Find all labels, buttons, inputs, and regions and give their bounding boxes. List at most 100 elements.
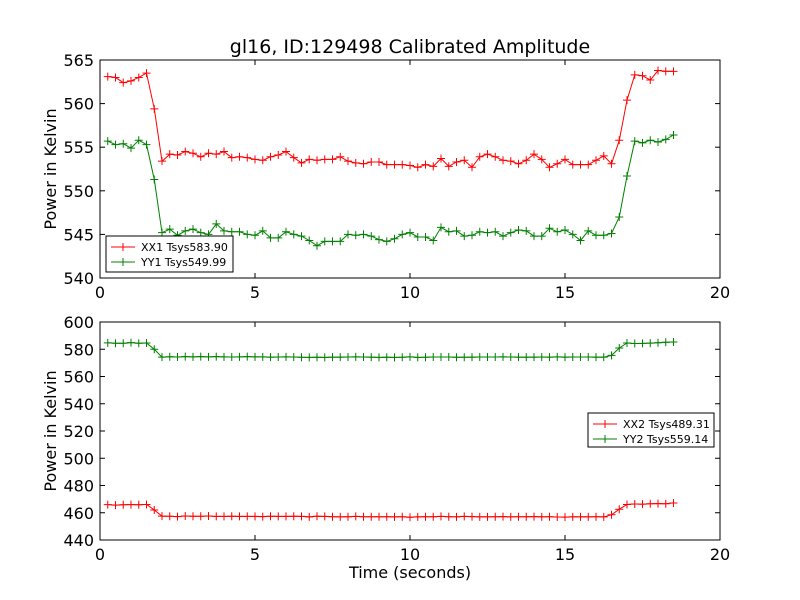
data-point (127, 76, 135, 85)
data-point (289, 230, 298, 239)
data-point (313, 512, 321, 521)
data-point (313, 156, 321, 165)
data-point (313, 241, 321, 250)
data-point (460, 353, 469, 362)
data-point (421, 353, 430, 362)
data-point (491, 512, 500, 521)
data-point (382, 512, 391, 521)
data-point (522, 512, 531, 521)
data-point (297, 353, 306, 362)
data-point (607, 229, 616, 238)
data-point (561, 226, 569, 235)
x-tick-label: 10 (400, 545, 420, 564)
data-point (460, 232, 469, 241)
data-point (382, 353, 391, 362)
data-point (111, 339, 120, 348)
data-point (243, 230, 252, 239)
data-point (545, 512, 554, 521)
data-point (336, 152, 345, 161)
data-point (646, 339, 655, 348)
data-point (499, 352, 507, 361)
data-point (297, 232, 306, 241)
data-point (475, 152, 484, 161)
data-point (413, 233, 422, 242)
series-1 (103, 66, 678, 172)
data-point (274, 151, 283, 160)
data-point (196, 512, 205, 521)
data-point (150, 175, 159, 184)
data-point (522, 353, 531, 362)
data-point (568, 230, 577, 239)
data-point (661, 499, 670, 508)
data-point (165, 150, 174, 159)
data-point (491, 152, 500, 161)
data-point (251, 512, 259, 521)
data-point (514, 512, 523, 521)
data-point (452, 353, 461, 362)
data-point (305, 512, 314, 521)
data-point (282, 147, 290, 156)
data-point (506, 353, 515, 362)
data-point (351, 352, 360, 361)
data-point (359, 353, 368, 362)
data-point (158, 228, 166, 237)
data-point (460, 512, 469, 521)
legend-label: XX1 Tsys583.90 (141, 241, 228, 254)
data-point (204, 149, 213, 158)
data-point (553, 227, 562, 236)
data-point (351, 512, 360, 521)
data-point (344, 157, 352, 166)
data-point (181, 352, 190, 361)
data-point (615, 505, 624, 514)
data-point (134, 339, 143, 348)
data-point (654, 137, 662, 146)
y-tick-label: 565 (63, 51, 94, 70)
data-point (367, 353, 376, 362)
data-point (452, 512, 461, 521)
data-point (127, 338, 135, 347)
data-point (119, 139, 128, 148)
data-point (429, 353, 438, 362)
data-point (297, 512, 306, 521)
y-tick-label: 550 (63, 182, 94, 201)
data-point (127, 500, 135, 509)
data-point (158, 512, 166, 521)
data-point (165, 512, 174, 521)
legend: XX2 Tsys489.31 YY2 Tsys559.14 (587, 412, 715, 448)
legend: XX1 Tsys583.90 YY1 Tsys549.99 (105, 235, 234, 273)
data-point (553, 512, 562, 521)
data-point (243, 153, 252, 162)
data-point (258, 156, 267, 165)
data-point (251, 352, 259, 361)
data-point (444, 353, 453, 362)
data-point (638, 71, 647, 80)
data-point (413, 163, 422, 172)
data-point (669, 338, 678, 347)
data-point (313, 353, 321, 362)
data-point (150, 345, 159, 354)
data-point (173, 512, 182, 521)
data-point (336, 512, 345, 521)
data-point (607, 351, 616, 360)
data-point (561, 155, 569, 164)
data-point (530, 232, 538, 241)
data-point (274, 233, 283, 242)
data-point (142, 500, 151, 509)
data-point (189, 512, 197, 521)
data-point (669, 130, 678, 139)
data-point (630, 339, 639, 348)
data-point (282, 352, 290, 361)
data-point (336, 353, 345, 362)
data-point (196, 352, 205, 361)
y-tick-label: 560 (63, 368, 94, 387)
data-point (568, 512, 577, 521)
y-tick-label: 540 (63, 395, 94, 414)
data-point (468, 231, 476, 240)
data-point (623, 171, 631, 180)
data-point (452, 226, 461, 235)
data-point (437, 353, 445, 362)
data-point (584, 226, 593, 235)
data-point (475, 512, 484, 521)
data-point (320, 353, 329, 362)
data-point (220, 147, 228, 156)
